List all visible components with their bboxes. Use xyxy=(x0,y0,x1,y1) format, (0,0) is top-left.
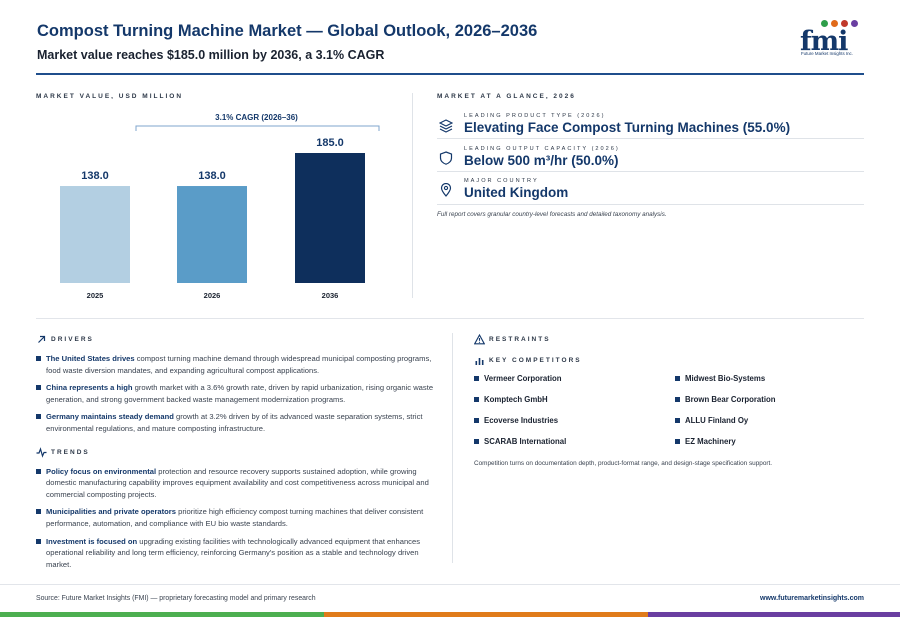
trend-bold: Policy focus on environmental xyxy=(46,466,157,476)
bar-value-label: 185.0 xyxy=(316,137,344,149)
shield-icon xyxy=(439,151,453,165)
bar-2025 xyxy=(60,186,130,283)
logo-dot-purple xyxy=(851,20,858,27)
restraints-competitors-column: RESTRAINTS KEY COMPETITORS Vermeer Corpo… xyxy=(474,334,866,467)
competitors-heading: KEY COMPETITORS xyxy=(474,355,866,367)
trend-text: protection and resource recovery support… xyxy=(46,466,429,499)
competitors-label: KEY COMPETITORS xyxy=(489,357,582,364)
logo-dot-red xyxy=(841,20,848,27)
trends-heading: TRENDS xyxy=(36,446,436,459)
drivers-list: The United States drives compost turning… xyxy=(36,353,436,435)
cagr-annotation: 3.1% CAGR (2026–36) xyxy=(215,113,298,122)
bar-value-label: 138.0 xyxy=(81,170,109,182)
trend-text: prioritize high efficiency compost turni… xyxy=(46,507,424,528)
footer-source: Source: Future Market Insights (FMI) — p… xyxy=(36,595,316,602)
bar-value-label: 138.0 xyxy=(198,170,226,182)
glance-divider xyxy=(437,171,864,172)
warning-triangle-icon xyxy=(474,334,485,345)
pulse-icon xyxy=(36,446,47,458)
glance-note: Full report covers granular country-leve… xyxy=(437,211,667,218)
driver-item: The United States drives compost turning… xyxy=(36,353,436,376)
market-value-chart: MARKET VALUE, USD MILLION 138.0 2025 138.0… xyxy=(36,93,406,303)
restraints-label: RESTRAINTS xyxy=(489,336,551,343)
trend-bold: Municipalities and private operators xyxy=(46,507,176,517)
location-pin-icon xyxy=(440,183,452,197)
driver-bold: The United States drives xyxy=(46,354,135,363)
x-tick-label: 2026 xyxy=(204,291,221,300)
bar-chart-svg: 138.0 2025 138.0 2026 185.0 2036 3.1% CAGR (20… xyxy=(60,113,380,300)
x-tick-label: 2025 xyxy=(87,291,104,300)
drivers-label: DRIVERS xyxy=(51,336,94,343)
section-divider xyxy=(36,318,864,319)
trend-item: Policy focus on environmental protection… xyxy=(36,466,436,501)
drivers-heading: DRIVERS xyxy=(36,334,436,346)
glance-value: United Kingdom xyxy=(464,185,569,200)
trend-text: upgrading existing facilities with techn… xyxy=(46,536,420,569)
chart-section-label: MARKET VALUE, USD MILLION xyxy=(36,93,184,100)
driver-item: Germany maintains steady demand growth a… xyxy=(36,411,436,434)
driver-text: growth at 3.2% driven by of its advanced… xyxy=(46,412,423,433)
driver-bold: China represents a high xyxy=(46,383,133,393)
glance-small-label: LEADING OUTPUT CAPACITY (2026) xyxy=(464,146,620,152)
page-subtitle: Market value reaches $185.0 million by 2… xyxy=(37,48,385,62)
header-divider xyxy=(36,73,864,75)
competitor-item: Vermeer Corporation xyxy=(474,374,562,383)
logo-dot-orange xyxy=(831,20,838,27)
vertical-divider-lower xyxy=(452,333,453,563)
cagr-bracket xyxy=(135,125,380,131)
driver-item: China represents a high growth market wi… xyxy=(36,382,436,405)
fmi-logo[interactable]: fmi Future Market Insights Inc. xyxy=(800,20,866,57)
driver-bold: Germany maintains steady demand xyxy=(46,412,174,422)
competitor-item: ALLU Finland Oy xyxy=(675,416,748,425)
bar-2036 xyxy=(295,153,365,283)
logo-dot-green xyxy=(821,20,828,27)
glance-divider xyxy=(437,204,864,205)
glance-value: Below 500 m³/hr (50.0%) xyxy=(464,153,619,168)
footer-bar-segment-purple xyxy=(648,612,900,617)
driver-text: growth market with a 3.6% growth rate, d… xyxy=(46,383,434,404)
report-header: Compost Turning Machine Market — Global … xyxy=(37,22,867,62)
glance-small-label: MAJOR COUNTRY xyxy=(464,178,539,184)
competitor-item: Komptech GmbH xyxy=(474,395,548,404)
trends-list: Policy focus on environmental protection… xyxy=(36,466,436,571)
footer-bar-segment-green xyxy=(0,612,324,617)
competitor-item: Midwest Bio-Systems xyxy=(675,374,765,383)
trends-label: TRENDS xyxy=(51,448,90,456)
trend-bold: Investment is focused on xyxy=(46,536,138,546)
layers-icon xyxy=(439,119,453,133)
restraints-heading: RESTRAINTS xyxy=(474,334,866,346)
competitor-item: Brown Bear Corporation xyxy=(675,395,776,404)
glance-divider xyxy=(437,138,864,139)
x-tick-label: 2036 xyxy=(322,291,339,300)
page-title: Compost Turning Machine Market — Global … xyxy=(37,22,538,40)
competitor-item: SCARAB International xyxy=(474,437,566,446)
footer-bar-segment-orange xyxy=(324,612,648,617)
footer-divider xyxy=(0,584,900,585)
bar-chart-icon xyxy=(475,358,484,365)
footer-website-link[interactable]: www.futuremarketinsights.com xyxy=(760,595,864,602)
trend-item: Municipalities and private operators pri… xyxy=(36,506,436,529)
glance-section-label: MARKET AT A GLANCE, 2026 xyxy=(437,93,576,100)
driver-text: compost turning machine demand through w… xyxy=(46,354,432,375)
drivers-trends-column: DRIVERS The United States drives compost… xyxy=(36,334,436,570)
trend-item: Investment is focused on upgrading exist… xyxy=(36,536,436,571)
glance-value: Elevating Face Compost Turning Machines … xyxy=(464,120,791,135)
logo-tagline: Future Market Insights Inc. xyxy=(801,51,853,56)
glance-small-label: LEADING PRODUCT TYPE (2026) xyxy=(464,113,606,119)
arrow-up-right-icon xyxy=(38,335,46,343)
vertical-divider xyxy=(412,93,413,298)
competitor-item: Ecoverse Industries xyxy=(474,416,558,425)
footer-color-bar xyxy=(0,612,900,617)
logo-wordmark: fmi xyxy=(800,26,848,57)
competitors-note: Competition turns on documentation depth… xyxy=(474,460,773,467)
bar-2026 xyxy=(177,186,247,283)
logo-dots xyxy=(821,20,858,27)
competitor-item: EZ Machinery xyxy=(675,437,736,446)
